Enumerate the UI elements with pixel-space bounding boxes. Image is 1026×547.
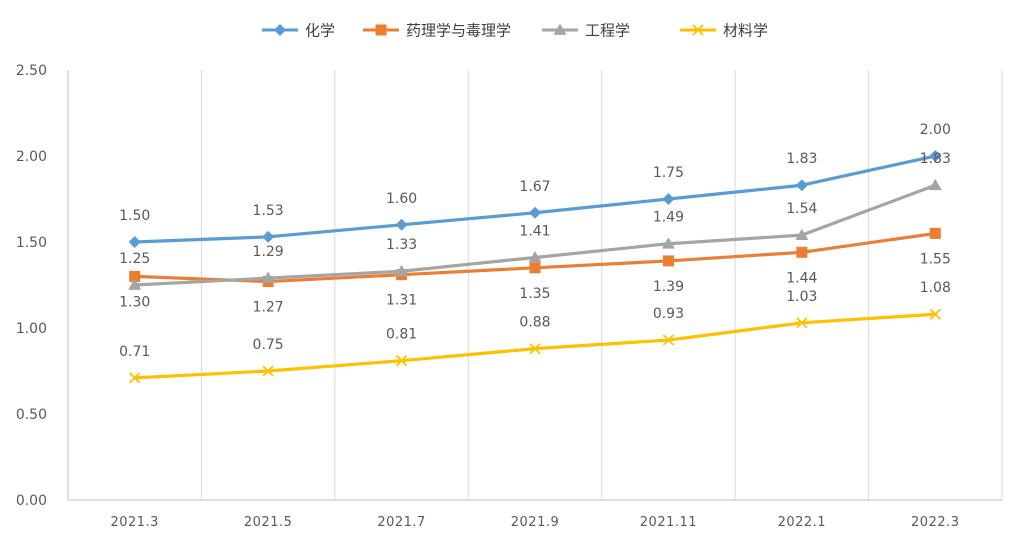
x-tick-label: 2021.3: [110, 515, 159, 530]
series-4: [129, 308, 941, 384]
data-point: [529, 262, 541, 274]
data-label: 1.03: [786, 289, 817, 305]
data-point: [661, 237, 675, 249]
data-label: 1.83: [786, 151, 817, 167]
legend-item: 药理学与毒理学: [363, 22, 511, 40]
legend-marker: [274, 24, 286, 36]
legend-item: 材料学: [680, 22, 768, 40]
data-label: 1.30: [119, 294, 150, 310]
legend-label: 工程学: [585, 22, 630, 40]
data-point: [796, 246, 808, 258]
data-label: 1.35: [519, 286, 550, 302]
legend-marker: [375, 24, 387, 36]
data-point: [796, 317, 808, 329]
data-label: 1.31: [386, 293, 417, 309]
x-tick-label: 2022.1: [778, 515, 827, 530]
y-tick-label: 0.50: [16, 407, 47, 423]
legend-marker: [692, 24, 704, 36]
data-point: [262, 230, 275, 243]
data-point: [528, 250, 542, 263]
data-point: [929, 227, 941, 239]
legend: 化学 药理学与毒理学 工程学 材料学: [262, 22, 768, 40]
legend-label: 药理学与毒理学: [406, 22, 511, 40]
data-point: [529, 343, 541, 355]
data-label: 0.75: [253, 337, 284, 353]
data-point: [129, 270, 141, 282]
data-label: 1.75: [653, 165, 684, 181]
axes: 0.00 0.50 1.00 1.50 2.00 2.50 2021.3 2021.5 2021…: [16, 63, 1002, 530]
data-label: 1.83: [920, 151, 951, 167]
x-tick-label: 2021.11: [640, 515, 697, 530]
y-tick-label: 2.00: [16, 149, 47, 165]
data-label: 1.49: [653, 210, 684, 226]
data-point: [529, 206, 541, 219]
data-label: 0.93: [653, 306, 684, 322]
data-label: 1.27: [253, 300, 284, 316]
series-3: [128, 178, 942, 290]
data-point: [795, 179, 808, 192]
data-label: 1.60: [386, 191, 417, 207]
y-tick-label: 1.50: [16, 235, 47, 251]
data-label: 0.71: [119, 344, 150, 360]
data-label: 1.39: [653, 279, 684, 295]
data-label: 0.81: [386, 327, 417, 343]
gridlines: [200, 70, 1003, 500]
data-label: 1.41: [519, 223, 550, 239]
legend-label: 化学: [305, 22, 335, 40]
series-1: [128, 150, 942, 248]
data-label: 1.44: [786, 270, 817, 286]
data-label: 1.54: [786, 201, 817, 217]
data-point: [795, 228, 809, 240]
data-label: 1.67: [519, 179, 550, 195]
series: [128, 150, 942, 384]
data-point: [928, 178, 942, 191]
data-point: [929, 150, 942, 162]
data-label: 1.29: [253, 244, 284, 260]
data-label: 0.88: [519, 315, 550, 331]
x-tick-label: 2022.3: [911, 515, 960, 530]
data-point: [261, 271, 275, 283]
legend-marker: [553, 23, 567, 35]
data-label: 1.55: [920, 251, 951, 267]
data-label: 2.00: [920, 122, 951, 138]
data-point: [128, 236, 141, 248]
data-point: [262, 365, 274, 377]
y-tick-label: 0.00: [16, 493, 47, 509]
data-point: [662, 255, 674, 267]
x-tick-label: 2021.7: [377, 515, 426, 530]
data-label: 1.25: [119, 251, 150, 267]
data-point: [929, 308, 941, 320]
legend-item: 工程学: [542, 22, 630, 40]
legend-label: 材料学: [723, 22, 768, 40]
data-label: 1.33: [386, 237, 417, 253]
x-tick-label: 2021.5: [244, 515, 293, 530]
data-label: 1.53: [253, 203, 284, 219]
x-tick-label: 2021.9: [511, 515, 560, 530]
y-tick-label: 2.50: [16, 63, 47, 79]
data-point: [662, 334, 675, 346]
data-label: 1.08: [920, 280, 951, 296]
data-point: [129, 372, 141, 384]
data-point: [662, 193, 675, 205]
data-labels: 1.50 1.53 1.60 1.67 1.75 1.83 2.00 1.30 1.27 1.31…: [119, 122, 951, 360]
data-point: [395, 218, 408, 231]
data-point: [395, 355, 408, 367]
y-tick-label: 1.00: [16, 321, 47, 337]
legend-item: 化学: [262, 22, 335, 40]
data-point: [395, 264, 409, 277]
data-point: [128, 278, 142, 290]
data-label: 1.50: [119, 208, 150, 224]
